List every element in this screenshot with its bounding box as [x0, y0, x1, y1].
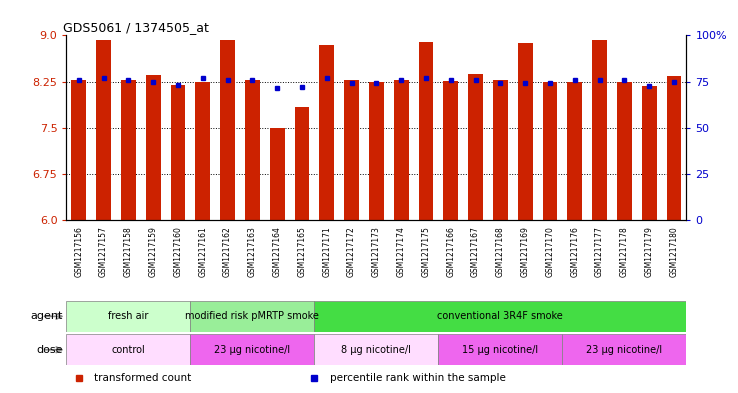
Text: 8 µg nicotine/l: 8 µg nicotine/l	[342, 345, 411, 355]
Bar	[220, 40, 235, 220]
Bar	[121, 80, 136, 220]
Bar	[170, 85, 185, 220]
Text: GSM1217180: GSM1217180	[669, 226, 678, 277]
Text: GSM1217162: GSM1217162	[223, 226, 232, 277]
Text: fresh air: fresh air	[108, 311, 148, 321]
Bar	[418, 42, 433, 220]
Bar	[96, 40, 111, 220]
Text: GSM1217160: GSM1217160	[173, 226, 182, 277]
Bar	[270, 128, 285, 220]
Text: GSM1217166: GSM1217166	[446, 226, 455, 277]
Bar	[518, 43, 533, 220]
Bar	[245, 80, 260, 220]
Text: GSM1217159: GSM1217159	[149, 226, 158, 277]
Text: control: control	[111, 345, 145, 355]
Bar	[190, 301, 314, 332]
Text: percentile rank within the sample: percentile rank within the sample	[330, 373, 506, 383]
Bar	[394, 80, 409, 220]
Text: GSM1217157: GSM1217157	[99, 226, 108, 277]
Text: GSM1217156: GSM1217156	[75, 226, 83, 277]
Text: GSM1217169: GSM1217169	[521, 226, 530, 277]
Bar	[314, 334, 438, 365]
Bar	[444, 81, 458, 220]
Bar	[568, 82, 582, 220]
Text: 23 µg nicotine/l: 23 µg nicotine/l	[214, 345, 291, 355]
Bar	[592, 40, 607, 220]
Text: modified risk pMRTP smoke: modified risk pMRTP smoke	[185, 311, 320, 321]
Text: GDS5061 / 1374505_at: GDS5061 / 1374505_at	[63, 21, 209, 34]
Text: GSM1217178: GSM1217178	[620, 226, 629, 277]
Bar	[344, 80, 359, 220]
Text: dose: dose	[36, 345, 63, 355]
Text: agent: agent	[30, 311, 63, 321]
Text: 23 µg nicotine/l: 23 µg nicotine/l	[586, 345, 663, 355]
Bar	[369, 82, 384, 220]
Bar	[190, 334, 314, 365]
Bar	[562, 334, 686, 365]
Text: GSM1217171: GSM1217171	[323, 226, 331, 277]
Text: conventional 3R4F smoke: conventional 3R4F smoke	[438, 311, 563, 321]
Text: 15 µg nicotine/l: 15 µg nicotine/l	[462, 345, 539, 355]
Bar	[294, 107, 309, 220]
Text: transformed count: transformed count	[94, 373, 192, 383]
Text: GSM1217179: GSM1217179	[645, 226, 654, 277]
Text: GSM1217165: GSM1217165	[297, 226, 306, 277]
Bar	[72, 80, 86, 220]
Text: GSM1217161: GSM1217161	[199, 226, 207, 277]
Bar	[196, 82, 210, 220]
Bar	[438, 334, 562, 365]
Text: GSM1217168: GSM1217168	[496, 226, 505, 277]
Text: GSM1217163: GSM1217163	[248, 226, 257, 277]
Text: GSM1217174: GSM1217174	[397, 226, 406, 277]
Bar	[320, 44, 334, 220]
Text: GSM1217164: GSM1217164	[273, 226, 282, 277]
Bar	[642, 86, 657, 220]
Bar	[666, 76, 681, 220]
Text: GSM1217175: GSM1217175	[421, 226, 430, 277]
Bar	[468, 74, 483, 220]
Text: GSM1217177: GSM1217177	[595, 226, 604, 277]
Bar	[542, 82, 557, 220]
Text: GSM1217172: GSM1217172	[347, 226, 356, 277]
Text: GSM1217158: GSM1217158	[124, 226, 133, 277]
Text: GSM1217173: GSM1217173	[372, 226, 381, 277]
Text: GSM1217176: GSM1217176	[570, 226, 579, 277]
Bar	[617, 82, 632, 220]
Bar	[146, 75, 161, 220]
Text: GSM1217170: GSM1217170	[545, 226, 554, 277]
Bar	[493, 80, 508, 220]
Bar	[66, 301, 190, 332]
Bar	[314, 301, 686, 332]
Text: GSM1217167: GSM1217167	[471, 226, 480, 277]
Bar	[66, 334, 190, 365]
